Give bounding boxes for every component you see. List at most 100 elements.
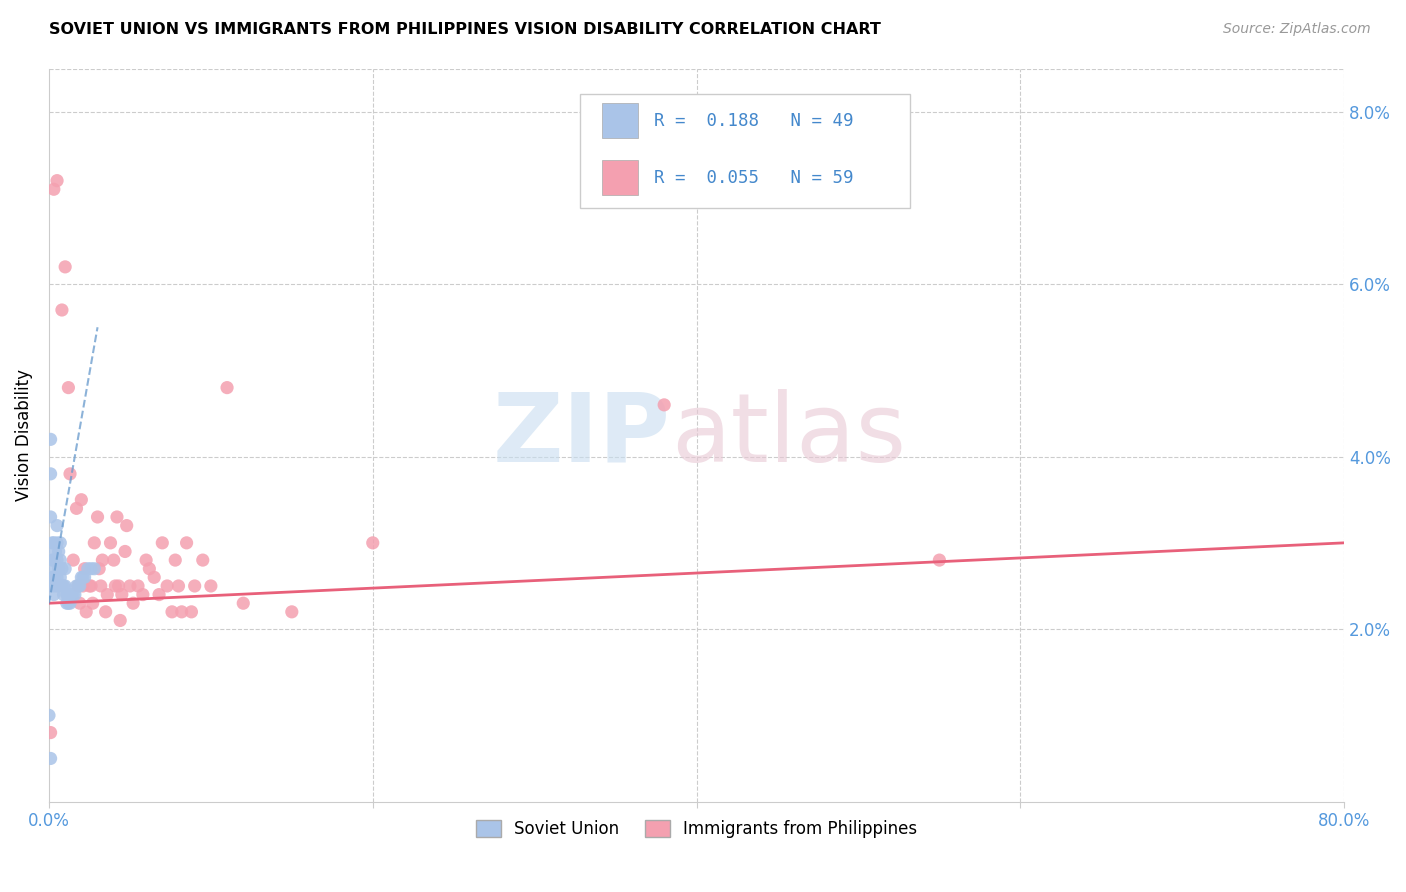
Point [160, 605, 183, 619]
FancyBboxPatch shape [602, 161, 638, 195]
Point [80, 562, 103, 576]
Point [75, 605, 97, 619]
Point [191, 553, 214, 567]
Point [281, 605, 304, 619]
Point [39, 510, 62, 524]
Point [44, 544, 66, 558]
Point [55, 596, 77, 610]
Point [49, 536, 72, 550]
Point [42, 553, 65, 567]
Point [156, 579, 179, 593]
Point [59, 467, 82, 481]
Text: Source: ZipAtlas.com: Source: ZipAtlas.com [1223, 22, 1371, 37]
Point [180, 605, 202, 619]
Point [69, 579, 91, 593]
Point [215, 381, 238, 395]
Point [91, 553, 114, 567]
Point [39, 467, 62, 481]
Point [83, 562, 105, 576]
Point [42, 536, 65, 550]
Point [41, 570, 63, 584]
Point [107, 579, 129, 593]
Point [53, 562, 76, 576]
Point [59, 596, 82, 610]
Point [72, 570, 94, 584]
Point [103, 553, 125, 567]
Point [53, 579, 76, 593]
Point [167, 579, 190, 593]
Point [928, 553, 950, 567]
Point [42, 588, 65, 602]
Point [94, 605, 117, 619]
Point [41, 579, 63, 593]
Point [122, 596, 145, 610]
Point [79, 579, 101, 593]
Point [135, 553, 157, 567]
Point [51, 562, 73, 576]
Point [652, 398, 675, 412]
Point [150, 536, 173, 550]
Point [111, 588, 134, 602]
Point [60, 588, 83, 602]
Point [361, 536, 384, 550]
Point [46, 553, 69, 567]
Point [170, 605, 193, 619]
Point [46, 174, 69, 188]
Point [105, 510, 128, 524]
Point [118, 579, 141, 593]
Point [96, 588, 118, 602]
Text: R =  0.055   N = 59: R = 0.055 N = 59 [654, 169, 853, 186]
Text: ZIP: ZIP [492, 389, 671, 482]
Point [46, 570, 69, 584]
Point [62, 588, 84, 602]
Point [65, 501, 87, 516]
Point [51, 303, 73, 318]
Point [73, 570, 96, 584]
Point [148, 588, 170, 602]
Point [38, 708, 60, 723]
Point [49, 553, 72, 567]
Point [132, 588, 155, 602]
Point [200, 579, 222, 593]
Point [138, 562, 160, 576]
Point [39, 751, 62, 765]
Point [63, 588, 86, 602]
Point [90, 579, 112, 593]
Point [72, 579, 94, 593]
Point [165, 553, 187, 567]
Legend: Soviet Union, Immigrants from Philippines: Soviet Union, Immigrants from Philippine… [470, 813, 924, 845]
Point [62, 553, 84, 567]
Point [49, 570, 72, 584]
Point [41, 536, 63, 550]
Point [114, 544, 136, 558]
Text: SOVIET UNION VS IMMIGRANTS FROM PHILIPPINES VISION DISABILITY CORRELATION CHART: SOVIET UNION VS IMMIGRANTS FROM PHILIPPI… [49, 22, 882, 37]
Point [58, 381, 80, 395]
Point [53, 260, 76, 274]
Point [51, 579, 73, 593]
Point [73, 562, 96, 576]
Text: R =  0.188   N = 49: R = 0.188 N = 49 [654, 112, 853, 129]
Point [83, 536, 105, 550]
Point [86, 510, 108, 524]
Point [232, 596, 254, 610]
Point [48, 579, 70, 593]
Point [44, 579, 66, 593]
Point [48, 544, 70, 558]
Point [143, 570, 166, 584]
Point [183, 579, 205, 593]
Point [69, 596, 91, 610]
Point [108, 614, 131, 628]
Point [67, 579, 90, 593]
Point [89, 562, 111, 576]
Point [55, 588, 77, 602]
Point [41, 553, 63, 567]
Point [52, 579, 75, 593]
Point [42, 570, 65, 584]
Y-axis label: Vision Disability: Vision Disability [15, 369, 32, 501]
Point [39, 725, 62, 739]
Point [58, 596, 80, 610]
Point [127, 579, 149, 593]
Point [80, 579, 103, 593]
Point [67, 579, 90, 593]
Point [52, 588, 75, 602]
